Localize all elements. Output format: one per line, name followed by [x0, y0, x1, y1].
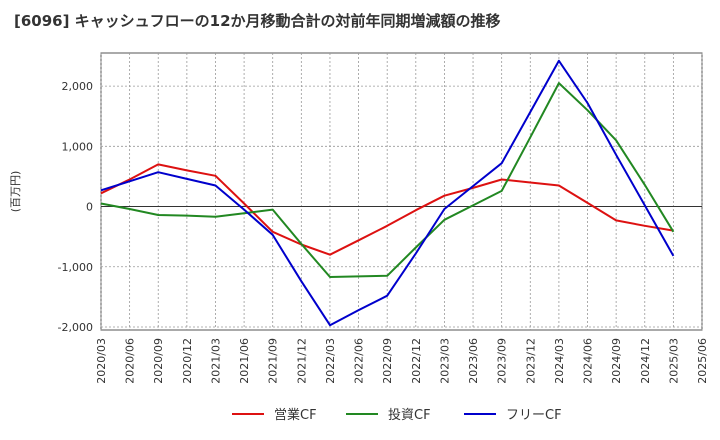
y-axis-title: (百万円) — [9, 171, 22, 213]
x-tick-label: 2024/09 — [610, 338, 623, 384]
x-tick-label: 2022/09 — [381, 338, 394, 384]
y-tick-label: 1,000 — [62, 140, 94, 153]
legend-label: 営業CF — [274, 407, 317, 423]
y-tick-label: 2,000 — [62, 80, 94, 93]
x-tick-label: 2025/06 — [696, 338, 709, 384]
x-tick-label: 2022/12 — [410, 338, 423, 384]
x-tick-label: 2023/06 — [467, 338, 480, 384]
x-tick-label: 2023/12 — [524, 338, 537, 384]
x-tick-label: 2024/12 — [639, 338, 652, 384]
plot-frame — [100, 52, 703, 331]
series-line-1 — [100, 163, 674, 256]
x-tick-label: 2023/03 — [438, 338, 451, 384]
x-tick-label: 2020/03 — [95, 338, 108, 384]
chart-title: [6096] キャッシュフローの12か月移動合計の対前年同期増減額の推移 — [14, 12, 501, 30]
y-tick-label: -1,000 — [58, 261, 93, 274]
x-tick-label: 2022/03 — [324, 338, 337, 384]
x-tick-label: 2025/03 — [667, 338, 680, 384]
x-tick-label: 2021/03 — [209, 338, 222, 384]
x-tick-label: 2024/06 — [582, 338, 595, 384]
y-tick-label: -2,000 — [58, 321, 93, 334]
x-tick-label: 2020/12 — [181, 338, 194, 384]
x-tick-label: 2024/03 — [553, 338, 566, 384]
x-tick-label: 2021/06 — [238, 338, 251, 384]
series-line-2 — [100, 82, 675, 278]
x-tick-label: 2021/09 — [267, 338, 280, 384]
x-tick-label: 2020/09 — [152, 338, 165, 384]
series-line-3 — [100, 59, 675, 327]
y-tick-label: 0 — [86, 201, 93, 214]
legend-label: フリーCF — [506, 408, 562, 423]
x-tick-label: 2021/12 — [295, 338, 308, 384]
x-tick-label: 2020/06 — [124, 338, 137, 384]
legend-label: 投資CF — [388, 407, 431, 423]
x-tick-label: 2022/06 — [353, 338, 366, 384]
x-tick-label: 2023/09 — [496, 338, 509, 384]
